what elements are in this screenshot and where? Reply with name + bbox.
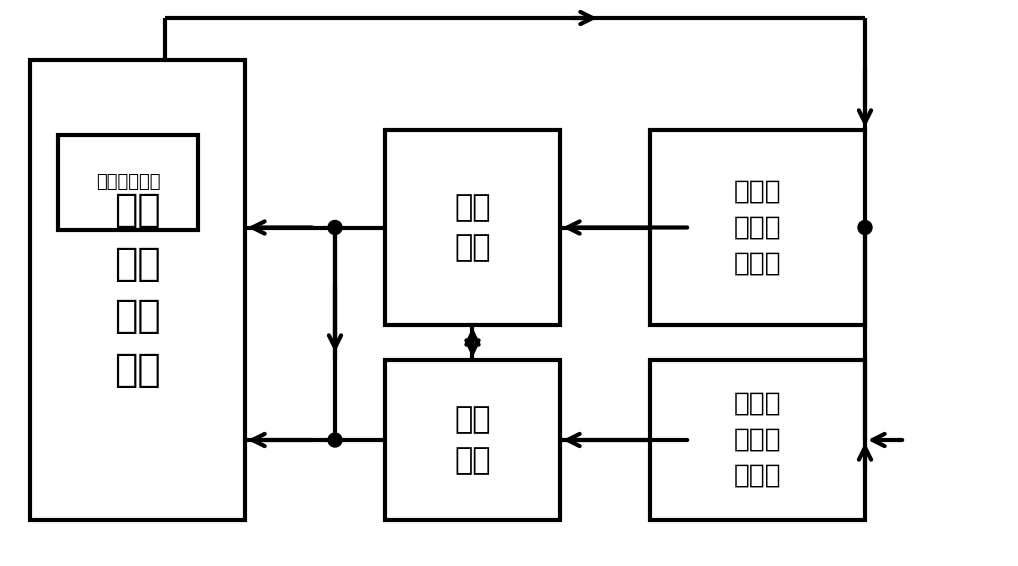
Bar (651, 360, 865, 520)
Text: 高电平
门锁检
测电路: 高电平 门锁检 测电路 (734, 391, 781, 489)
Text: 放电
电路: 放电 电路 (454, 405, 491, 475)
Circle shape (328, 221, 342, 234)
Circle shape (328, 433, 342, 447)
Bar (30, 60, 245, 520)
Text: 充电
电路: 充电 电路 (454, 193, 491, 262)
Bar (385, 130, 560, 325)
Text: 全差
分运
算放
大器: 全差 分运 算放 大器 (114, 191, 161, 388)
Circle shape (858, 221, 872, 234)
Bar (58, 135, 197, 230)
Bar (651, 130, 865, 325)
Bar (385, 360, 560, 520)
Text: 共模反馈电路: 共模反馈电路 (96, 174, 160, 191)
Text: 低电平
门锁检
测电路: 低电平 门锁检 测电路 (734, 178, 781, 277)
